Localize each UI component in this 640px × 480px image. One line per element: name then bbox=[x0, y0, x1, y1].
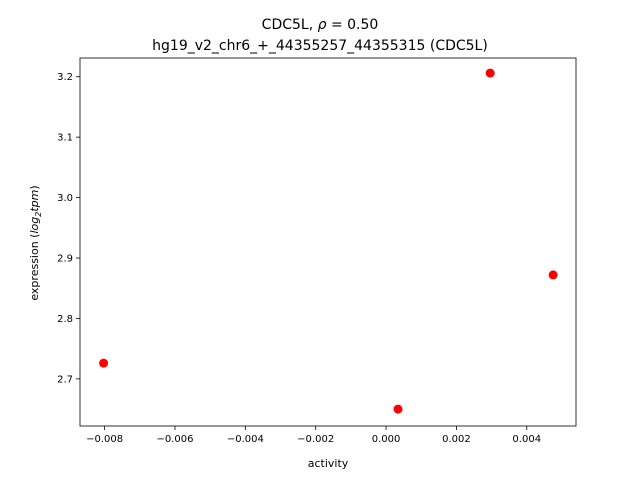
axes-frame bbox=[79, 57, 577, 427]
title-rho-value: = 0.50 bbox=[327, 17, 379, 33]
y-tick-label: 2.9 bbox=[57, 254, 73, 265]
chart-title-line2: hg19_v2_chr6_+_44355257_44355315 (CDC5L) bbox=[152, 38, 488, 54]
y-tick-label: 2.7 bbox=[57, 374, 73, 385]
plot-area: −0.008 −0.006 −0.004 −0.002 0.000 0.002 0.004 2… bbox=[57, 68, 558, 445]
x-tick-label: 0.004 bbox=[512, 434, 541, 445]
y-tick-label: 2.8 bbox=[57, 314, 73, 325]
data-point bbox=[393, 404, 403, 414]
title-rho-symbol: ρ bbox=[318, 17, 327, 33]
data-point bbox=[548, 270, 558, 280]
y-label-subscript: 2 bbox=[34, 212, 43, 217]
y-tick-label: 3.0 bbox=[57, 193, 73, 204]
data-point bbox=[485, 68, 495, 78]
y-label-tpm: tpm bbox=[28, 190, 41, 212]
y-tick-label: 3.1 bbox=[57, 133, 73, 144]
x-tick-label: 0.002 bbox=[442, 434, 471, 445]
y-tick-label: 3.2 bbox=[57, 72, 73, 83]
x-tick-label: −0.004 bbox=[227, 434, 264, 445]
title-prefix: CDC5L, bbox=[262, 17, 318, 33]
x-axis-label: activity bbox=[308, 457, 349, 470]
x-tick-label: 0.000 bbox=[372, 434, 401, 445]
x-tick-label: −0.002 bbox=[297, 434, 334, 445]
chart-title-line1: CDC5L, ρ = 0.50 bbox=[262, 17, 379, 33]
y-axis-label: expression (log2tpm) bbox=[28, 185, 43, 300]
y-label-log: log bbox=[28, 217, 41, 234]
y-label-prefix: expression ( bbox=[28, 234, 41, 301]
data-point bbox=[99, 358, 109, 368]
x-tick-label: −0.006 bbox=[156, 434, 193, 445]
y-label-suffix: ) bbox=[28, 185, 41, 189]
x-tick-label: −0.008 bbox=[86, 434, 123, 445]
